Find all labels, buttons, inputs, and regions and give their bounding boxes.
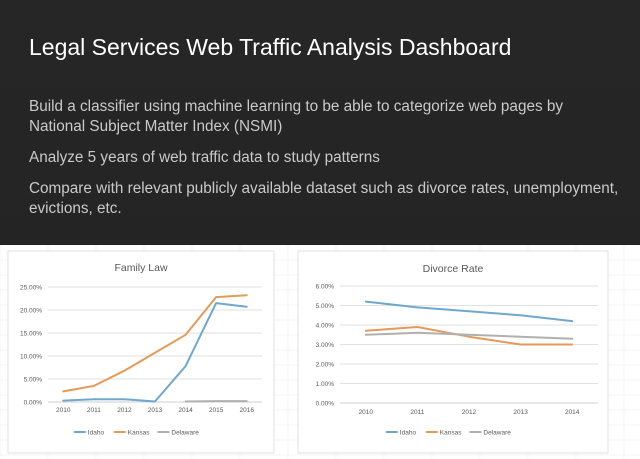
x-tick-label: 2014 [565, 409, 580, 416]
bullet-list: Build a classifier using machine learnin… [29, 97, 619, 230]
legend-entry: Delaware [171, 429, 199, 436]
series-line-idaho [364, 300, 574, 323]
x-tick-label: 2012 [462, 409, 477, 416]
x-tick-label: 2011 [410, 409, 424, 416]
bullet-item: Compare with relevant publicly available… [29, 180, 619, 217]
y-tick-label: 2.00% [316, 361, 335, 368]
charts-svg: Family Law 0.00% 5.00% 10.00% 15.00% 20.00% 25… [0, 245, 640, 459]
legend-entry: Kansas [440, 429, 462, 436]
chart-title: Divorce Rate [423, 263, 484, 275]
x-tick-label: 2015 [209, 407, 224, 414]
x-tick-label: 2013 [148, 407, 163, 414]
chart-title: Family Law [114, 262, 168, 274]
bullet-item: Analyze 5 years of web traffic data to s… [29, 149, 380, 166]
y-tick-label: 3.00% [316, 342, 335, 349]
x-tick-label: 2016 [239, 407, 254, 414]
chart-frame [7, 250, 275, 454]
y-tick-label: 5.00% [316, 303, 335, 310]
series-line-kansas [62, 294, 248, 393]
y-tick-label: 4.00% [316, 322, 335, 329]
series-line-idaho [62, 302, 248, 403]
legend-entry: Delaware [483, 429, 511, 436]
y-tick-label: 6.00% [316, 283, 335, 290]
charts-panel: Family Law 0.00% 5.00% 10.00% 15.00% 20.00% 25… [0, 245, 640, 459]
x-tick-label: 2010 [56, 407, 71, 414]
legend-entry: Idaho [400, 429, 417, 436]
y-tick-label: 10.00% [20, 353, 42, 360]
x-tick-label: 2011 [87, 407, 101, 414]
y-tick-label: 1.00% [316, 381, 335, 388]
x-tick-label: 2013 [513, 409, 528, 416]
y-tick-label: 5.00% [24, 376, 43, 383]
series-line-delaware [364, 331, 574, 340]
legend-entry: Kansas [128, 429, 150, 436]
y-tick-label: 0.00% [24, 399, 43, 406]
series-line-kansas [364, 326, 574, 346]
y-tick-label: 15.00% [20, 330, 42, 337]
y-tick-label: 20.00% [20, 307, 42, 314]
y-tick-label: 0.00% [316, 400, 335, 407]
x-tick-label: 2014 [178, 407, 193, 414]
chart-frame [297, 250, 609, 454]
x-tick-label: 2012 [117, 407, 132, 414]
legend-entry: Idaho [88, 429, 105, 436]
x-tick-label: 2010 [359, 409, 374, 416]
y-tick-label: 25.00% [20, 284, 42, 291]
slide-title: Legal Services Web Traffic Analysis Dash… [29, 34, 512, 60]
bullet-item: Build a classifier using machine learnin… [29, 98, 564, 135]
